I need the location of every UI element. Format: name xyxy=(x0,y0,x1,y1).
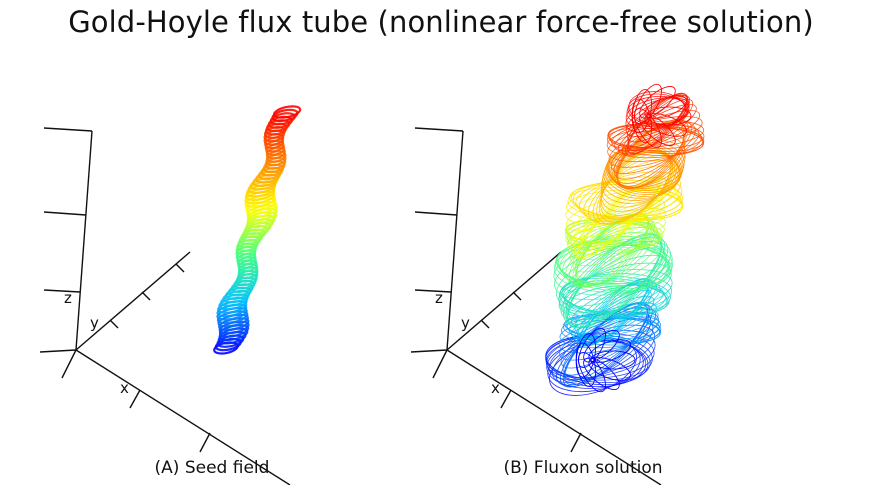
z-axis-line xyxy=(446,130,464,351)
x-left-stub xyxy=(432,349,448,379)
fluxon-petal-loop xyxy=(588,357,631,381)
z-tick-1 xyxy=(43,211,87,216)
z-axis-line xyxy=(75,130,93,351)
y-axis-line xyxy=(75,251,191,351)
fluxon-petal-loop xyxy=(644,95,687,119)
fluxon-field-line xyxy=(610,136,686,188)
z-tick-1 xyxy=(414,211,458,216)
fluxon-field-line xyxy=(609,120,705,148)
z-tick-3 xyxy=(39,349,77,353)
x-axis-line xyxy=(446,349,662,485)
y-tick-2 xyxy=(512,291,522,301)
fluxon-field-line xyxy=(567,200,666,250)
z-axis-label: z xyxy=(64,289,72,307)
fluxon-field-line xyxy=(555,240,670,290)
fluxon-petal-loop xyxy=(583,330,620,363)
fluxon-field-line xyxy=(546,329,656,379)
fluxon-petal-loop xyxy=(631,89,652,134)
z-top-tick xyxy=(43,127,93,132)
y-tick-1 xyxy=(480,319,490,329)
fluxon-field-line xyxy=(559,318,662,349)
fluxon-field-line xyxy=(565,187,680,231)
fluxon-petal-loop xyxy=(575,342,596,387)
fluxon-field-line xyxy=(626,95,689,128)
fluxon-field-line xyxy=(574,295,655,343)
fluxon-petal-loop xyxy=(646,106,692,126)
fluxon-petal-loop xyxy=(590,350,636,370)
fluxon-field-line xyxy=(558,238,667,285)
y-tick-1 xyxy=(109,319,119,329)
fluxon-field-line xyxy=(625,97,690,133)
fluxon-field-line xyxy=(562,232,663,285)
fluxon-petal-loop xyxy=(575,333,596,378)
fluxon-solution-plot: z y x xyxy=(410,83,705,485)
fluxon-field-line xyxy=(613,120,693,180)
x-tick-2 xyxy=(570,432,582,453)
fluxon-field-line xyxy=(577,289,652,345)
fluxon-field-line xyxy=(562,304,653,376)
fluxon-field-line xyxy=(565,227,659,286)
caption-b: (B) Fluxon solution xyxy=(503,458,663,478)
fluxon-field-line xyxy=(608,142,685,189)
caption-a: (A) Seed field xyxy=(154,458,270,478)
x-axis-label: x xyxy=(120,379,129,397)
fluxon-field-line xyxy=(564,217,665,244)
seed-field-plot: z y x xyxy=(39,105,302,485)
fluxon-field-line xyxy=(568,221,658,260)
fluxon-petal-loop xyxy=(631,98,652,143)
fluxon-field-line xyxy=(627,93,688,148)
y-axis-label: y xyxy=(461,314,470,332)
fluxon-field-line xyxy=(580,278,651,343)
z-top-tick xyxy=(414,127,464,132)
figure-title: Gold-Hoyle flux tube (nonlinear force-fr… xyxy=(68,5,814,39)
fluxon-field-line xyxy=(625,97,690,129)
fluxon-field-line xyxy=(626,94,689,143)
z-tick-2 xyxy=(414,289,452,293)
fluxon-field-line xyxy=(545,332,655,379)
fluxon-field-line xyxy=(559,236,665,284)
x-axis-line xyxy=(75,349,291,485)
y-tick-2 xyxy=(141,291,151,301)
x-left-stub xyxy=(61,349,77,379)
fluxon-petal-loop xyxy=(578,327,606,368)
x-tick-1 xyxy=(129,389,141,409)
fluxon-petal-loop xyxy=(644,113,687,137)
fluxon-field-line xyxy=(603,149,681,199)
x-tick-1 xyxy=(500,389,512,409)
fluxon-field-line xyxy=(556,240,671,307)
fluxon-field-line xyxy=(559,237,669,314)
z-tick-2 xyxy=(43,289,81,293)
seed-field-loop xyxy=(272,105,302,119)
panel-seed-field: z y x (A) Seed field xyxy=(0,30,441,485)
axes-frame-b xyxy=(410,127,662,485)
fluxon-field-line xyxy=(571,302,657,340)
z-tick-3 xyxy=(410,349,448,353)
y-axis-label: y xyxy=(90,314,99,332)
y-axis-line xyxy=(446,251,562,351)
fluxon-petal-loop xyxy=(588,339,631,363)
fluxon-field-line xyxy=(554,242,671,292)
x-tick-2 xyxy=(199,432,211,453)
seed-field-tube xyxy=(213,105,302,355)
fluxon-petal-loop xyxy=(639,86,676,119)
panel-fluxon-solution: z y x (B) Fluxon solution xyxy=(371,30,812,485)
fluxon-field-lines xyxy=(545,83,705,396)
fluxon-field-line xyxy=(566,222,661,252)
fluxon-petal-loop xyxy=(634,83,662,124)
fluxon-field-line xyxy=(547,340,641,393)
z-axis-label: z xyxy=(435,289,443,307)
axes-frame-a xyxy=(39,127,291,485)
fluxon-field-line xyxy=(576,175,663,258)
x-axis-label: x xyxy=(491,379,500,397)
y-tick-3 xyxy=(175,263,185,273)
